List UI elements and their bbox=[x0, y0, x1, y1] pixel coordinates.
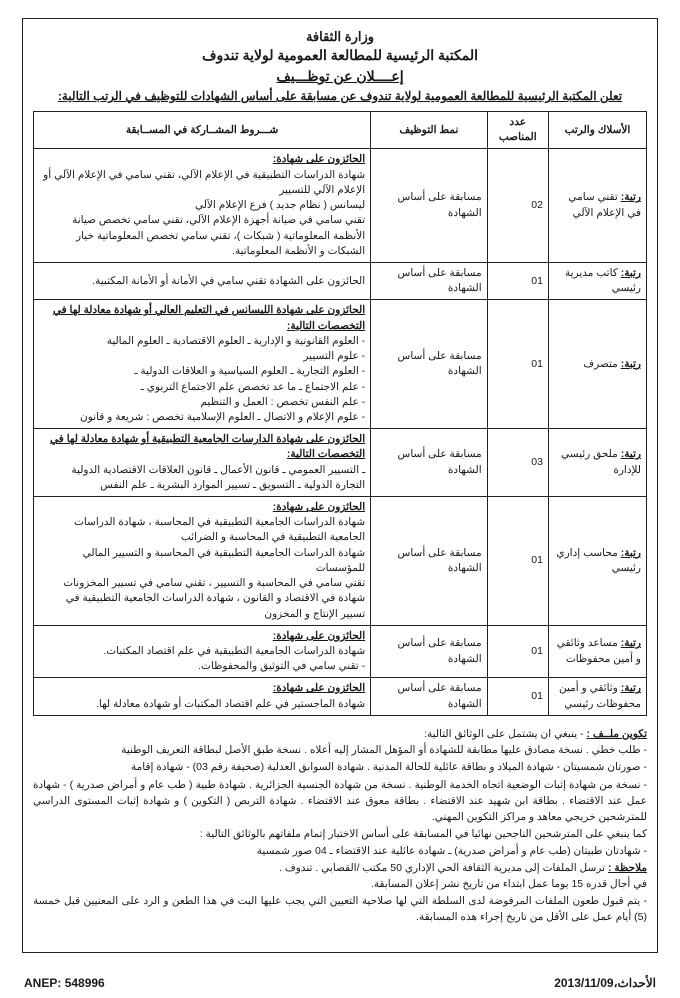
date-value: 2013/11/09 bbox=[554, 976, 613, 990]
cell-count: 03 bbox=[487, 429, 548, 497]
cell-conditions: الحائزون على شهادة:شهادة الماجستير في عل… bbox=[34, 678, 371, 715]
table-header-row: الأسلاك والرتب عدد المناصب نمط التوظيف ش… bbox=[34, 112, 647, 149]
file-title: تكوين ملــف : bbox=[586, 728, 647, 740]
success-item: - شهادتان طبيتان (طب عام و أمراض صدرية) … bbox=[33, 843, 647, 859]
file-composition: تكوين ملــف : - ينبغي ان يشتمل على الوثا… bbox=[33, 726, 647, 742]
col-count-header: عدد المناصب bbox=[487, 112, 548, 149]
col-mode-header: نمط التوظيف bbox=[371, 112, 487, 149]
col-conditions-header: شـــروط المشــاركة في المســابقة bbox=[34, 112, 371, 149]
cell-count: 01 bbox=[487, 678, 548, 715]
cell-conditions: الحائزون على الشهادة تقني سامي في الأمان… bbox=[34, 262, 371, 299]
table-row: رتبة: كاتب مديرية رئيسي01مسابقة على أساس… bbox=[34, 262, 647, 299]
cell-rank: رتبة: محاسب إداري رئيسي bbox=[548, 497, 646, 626]
anep-label: ANEP: bbox=[24, 976, 61, 990]
cell-rank: رتبة: ملحق رئيسي للإدارة bbox=[548, 429, 646, 497]
note-line: ملاحظة : ترسل الملفات إلى مديرية الثقافة… bbox=[33, 860, 647, 876]
cell-count: 01 bbox=[487, 300, 548, 429]
success-items-list: - شهادتان طبيتان (طب عام و أمراض صدرية) … bbox=[33, 843, 647, 859]
file-intro: - ينبغي ان يشتمل على الوثائق التالية: bbox=[424, 728, 583, 740]
table-row: رتبة: مساعد وثائقي و أمين محفوظات01مسابق… bbox=[34, 625, 647, 678]
announcement-title: إعــــلان عن توظـــيف bbox=[33, 68, 647, 85]
cell-count: 01 bbox=[487, 497, 548, 626]
library-name: المكتبة الرئيسية للمطالعة العمومية لولاي… bbox=[33, 47, 647, 64]
file-item: - صورتان شمسيتان - شهادة الميلاد و بطاقة… bbox=[33, 759, 647, 775]
cell-rank: رتبة: كاتب مديرية رئيسي bbox=[548, 262, 646, 299]
date-label: الأحداث، bbox=[614, 976, 656, 990]
file-item: - طلب خطي . نسخة مصادق عليها مطابقة للشه… bbox=[33, 742, 647, 758]
cell-conditions: الحائزون على شهادة الدارسات الجامعية الت… bbox=[34, 429, 371, 497]
cell-mode: مسابقة على أساس الشهادة bbox=[371, 678, 487, 715]
table-row: رتبة: محاسب إداري رئيسي01مسابقة على أساس… bbox=[34, 497, 647, 626]
cell-conditions: الحائزون على شهادة:شهادة الدراسات الجامع… bbox=[34, 497, 371, 626]
file-item: - نسخة من شهادة إثبات الوضعية اتجاه الخد… bbox=[33, 777, 647, 826]
table-row: رتبة: تقني سامي في الإعلام الآلي02مسابقة… bbox=[34, 149, 647, 263]
cell-count: 02 bbox=[487, 149, 548, 263]
intro-text: تعلن المكتبة الرئيسية للمطالعة العمومية … bbox=[33, 89, 647, 103]
table-row: رتبة: وثائقي و أمين محفوظات رئيسي01مسابق… bbox=[34, 678, 647, 715]
col-rank-header: الأسلاك والرتب bbox=[548, 112, 646, 149]
appeal-text: - يتم قبول طعون الملفات المرفوضة لدى الس… bbox=[33, 893, 647, 926]
notes-section: تكوين ملــف : - ينبغي ان يشتمل على الوثا… bbox=[33, 726, 647, 925]
cell-mode: مسابقة على أساس الشهادة bbox=[371, 497, 487, 626]
cell-mode: مسابقة على أساس الشهادة bbox=[371, 149, 487, 263]
table-row: رتبة: ملحق رئيسي للإدارة03مسابقة على أسا… bbox=[34, 429, 647, 497]
cell-rank: رتبة: وثائقي و أمين محفوظات رئيسي bbox=[548, 678, 646, 715]
success-intro: كما ينبغي على المترشحين الناجحين نهائيا … bbox=[33, 826, 647, 842]
note-text: ترسل الملفات إلى مديرية الثقافة الحي الإ… bbox=[279, 862, 605, 874]
cell-conditions: الحائزون على شهادة:شهادة الدراسات التطبي… bbox=[34, 149, 371, 263]
cell-mode: مسابقة على أساس الشهادة bbox=[371, 625, 487, 678]
positions-table: الأسلاك والرتب عدد المناصب نمط التوظيف ش… bbox=[33, 111, 647, 716]
file-items-list: - طلب خطي . نسخة مصادق عليها مطابقة للشه… bbox=[33, 742, 647, 825]
cell-conditions: الحائزون على شهادة الليسانس في التعليم ا… bbox=[34, 300, 371, 429]
cell-conditions: الحائزون على شهادة:شهادة الدراسات الجامع… bbox=[34, 625, 371, 678]
ministry-name: وزارة الثقافة bbox=[33, 29, 647, 45]
cell-rank: رتبة: متصرف bbox=[548, 300, 646, 429]
anep-block: ANEP: 548996 bbox=[24, 976, 105, 990]
cell-rank: رتبة: مساعد وثائقي و أمين محفوظات bbox=[548, 625, 646, 678]
cell-rank: رتبة: تقني سامي في الإعلام الآلي bbox=[548, 149, 646, 263]
deadline-text: في أجال قدره 15 يوما عمل ابتداء من تاريخ… bbox=[33, 876, 647, 892]
document-frame: وزارة الثقافة المكتبة الرئيسية للمطالعة … bbox=[22, 18, 658, 953]
cell-count: 01 bbox=[487, 625, 548, 678]
table-body: رتبة: تقني سامي في الإعلام الآلي02مسابقة… bbox=[34, 149, 647, 715]
cell-mode: مسابقة على أساس الشهادة bbox=[371, 429, 487, 497]
date-block: الأحداث،2013/11/09 bbox=[554, 976, 656, 990]
cell-mode: مسابقة على أساس الشهادة bbox=[371, 300, 487, 429]
cell-count: 01 bbox=[487, 262, 548, 299]
page-footer: ANEP: 548996 الأحداث،2013/11/09 bbox=[24, 976, 656, 990]
anep-value: 548996 bbox=[65, 976, 105, 990]
document-header: وزارة الثقافة المكتبة الرئيسية للمطالعة … bbox=[33, 29, 647, 103]
note-label: ملاحظة : bbox=[608, 862, 647, 874]
table-row: رتبة: متصرف01مسابقة على أساس الشهادةالحا… bbox=[34, 300, 647, 429]
cell-mode: مسابقة على أساس الشهادة bbox=[371, 262, 487, 299]
